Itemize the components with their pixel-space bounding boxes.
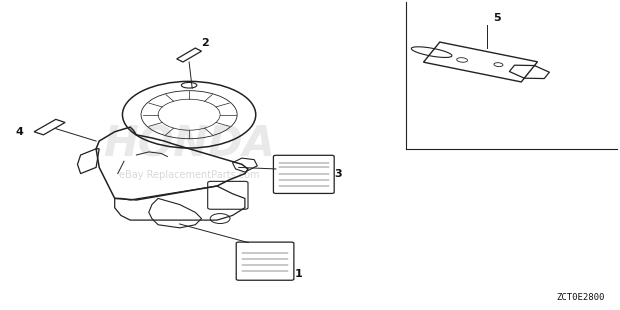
- Text: 4: 4: [16, 127, 24, 137]
- Text: 1: 1: [294, 269, 303, 279]
- Text: 5: 5: [493, 13, 500, 23]
- Text: ZCT0E2800: ZCT0E2800: [556, 293, 604, 302]
- Text: 3: 3: [335, 169, 342, 179]
- Text: eBay ReplacementParts.com: eBay ReplacementParts.com: [119, 170, 259, 180]
- Text: HONDA: HONDA: [103, 123, 275, 165]
- Text: 2: 2: [202, 38, 210, 48]
